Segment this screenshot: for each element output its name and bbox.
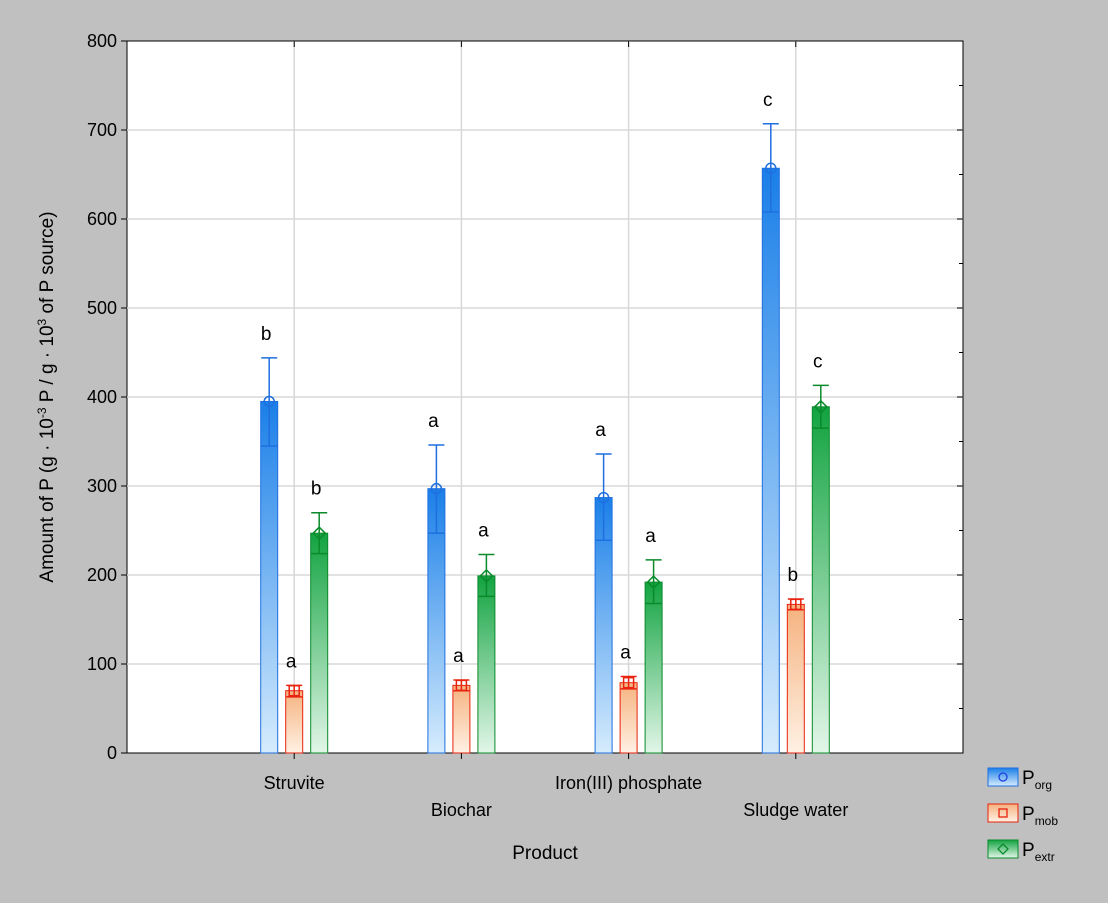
legend-swatch	[987, 839, 1019, 859]
point-marker	[312, 526, 327, 541]
significance-letter: a	[428, 411, 439, 432]
axes: 0 100 200 300 400 500 600 700 800	[87, 31, 963, 763]
point-marker	[646, 575, 661, 590]
legend-marker	[997, 843, 1009, 855]
significance-letter: b	[788, 565, 799, 586]
point-marker	[430, 482, 443, 495]
significance-letter: a	[595, 420, 606, 441]
legend-marker	[998, 808, 1008, 818]
point-marker	[288, 684, 300, 697]
significance-letter: a	[478, 521, 489, 542]
y-tick-label: 100	[87, 654, 117, 674]
bar	[310, 532, 329, 754]
y-axis-title: Amount of P (g · 10-3 P / g · 103 of P s…	[35, 211, 58, 582]
point-marker	[765, 162, 777, 175]
point-marker	[813, 399, 828, 414]
legend-label-sub: org	[1035, 778, 1052, 792]
legend-swatch	[987, 803, 1019, 823]
legend-label: Pmob	[1022, 804, 1058, 828]
bar	[477, 575, 496, 754]
legend-label-main: P	[1022, 804, 1035, 825]
x-tick-label: Sludge water	[743, 800, 848, 820]
point-marker	[479, 568, 494, 583]
point-marker	[622, 676, 635, 689]
y-tick-label: 0	[107, 743, 117, 763]
y-axis-title-part: P / g · 10	[37, 325, 58, 407]
bar	[644, 581, 663, 754]
significance-letter: a	[453, 646, 464, 667]
y-axis-title-superscript: 3	[35, 318, 49, 325]
point-marker	[790, 598, 802, 611]
legend-swatch	[987, 767, 1019, 787]
point-marker	[455, 679, 468, 692]
bar	[786, 603, 805, 754]
y-axis-title-superscript: -3	[35, 407, 49, 418]
significance-letter: a	[620, 642, 631, 663]
bar	[452, 684, 471, 754]
bar	[761, 167, 780, 754]
x-tick-label: Iron(III) phosphate	[555, 773, 702, 793]
legend-label-main: P	[1022, 768, 1035, 789]
legend-label-main: P	[1022, 840, 1035, 861]
y-axis-title-part: Amount of P (g · 10	[37, 418, 58, 582]
bar	[619, 682, 638, 754]
significance-letter: b	[311, 479, 322, 500]
y-tick-label: 700	[87, 120, 117, 140]
point-marker	[597, 491, 610, 504]
bar	[260, 400, 279, 754]
y-axis-title-part: of P source)	[37, 211, 58, 318]
significance-letter: c	[813, 351, 823, 372]
legend-label-sub: extr	[1035, 850, 1055, 864]
y-tick-label: 400	[87, 387, 117, 407]
point-marker	[263, 395, 275, 408]
y-tick-label: 800	[87, 31, 117, 51]
x-tick-label: Struvite	[264, 773, 325, 793]
bar	[285, 690, 304, 754]
bars: b a a c a a a b b a a c	[260, 90, 830, 754]
legend-label-sub: mob	[1035, 814, 1059, 828]
legend-label: Porg	[1022, 768, 1052, 792]
y-tick-label: 600	[87, 209, 117, 229]
y-tick-label: 300	[87, 476, 117, 496]
x-tick-labels: Struvite Biochar Iron(III) phosphate Sludge…	[264, 773, 849, 820]
legend-label: Pextr	[1022, 840, 1055, 864]
y-tick-label: 200	[87, 565, 117, 585]
significance-letter: c	[763, 90, 773, 111]
x-tick-label: Biochar	[431, 800, 492, 820]
significance-letter: a	[645, 526, 656, 547]
x-axis-title: Product	[512, 843, 578, 864]
significance-letter: b	[261, 324, 272, 345]
significance-letter: a	[286, 651, 297, 672]
y-tick-label: 500	[87, 298, 117, 318]
bar	[811, 406, 830, 754]
legend-marker	[998, 772, 1008, 782]
